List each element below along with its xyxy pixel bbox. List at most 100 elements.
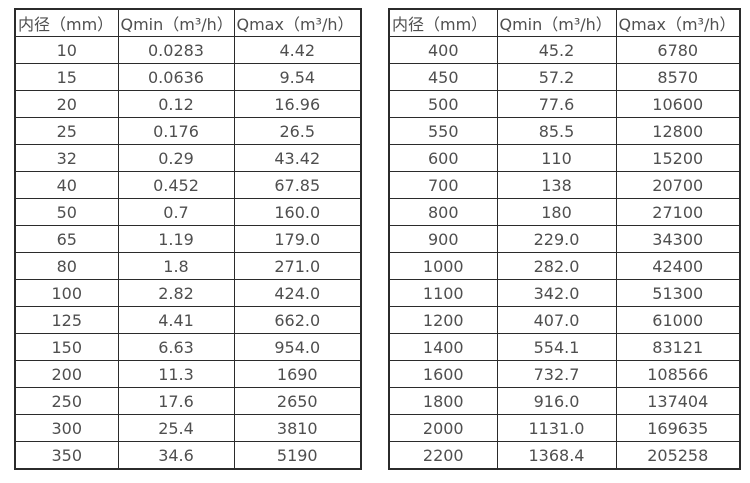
table-cell: 1000 <box>388 252 498 280</box>
table-row: 800 180 27100 <box>388 198 741 226</box>
table-row: 100 2.82 424.0 <box>14 279 362 307</box>
table-cell: 1800 <box>388 387 498 415</box>
table-cell: 2000 <box>388 414 498 442</box>
table-cell: 550 <box>388 117 498 145</box>
table-cell: 1131.0 <box>496 414 617 442</box>
table-cell: 424.0 <box>233 279 362 307</box>
table-cell: 180 <box>496 198 617 226</box>
table-cell: 8570 <box>615 63 741 91</box>
table-cell: 77.6 <box>496 90 617 118</box>
table-cell: 45.2 <box>496 36 617 64</box>
table-row: 300 25.4 3810 <box>14 414 362 442</box>
table-row: 1100 342.0 51300 <box>388 279 741 307</box>
header-row: 内径（mm） Qmin（m³/h） Qmax（m³/h） <box>14 8 362 37</box>
table-row: 125 4.41 662.0 <box>14 306 362 334</box>
column-header-inner-diameter: 内径（mm） <box>388 8 498 37</box>
table-row: 25 0.176 26.5 <box>14 117 362 145</box>
table-cell: 15200 <box>615 144 741 172</box>
table-cell: 150 <box>14 333 119 361</box>
table-row: 80 1.8 271.0 <box>14 252 362 280</box>
table-cell: 125 <box>14 306 119 334</box>
table-cell: 500 <box>388 90 498 118</box>
table-cell: 20700 <box>615 171 741 199</box>
column-header-inner-diameter: 内径（mm） <box>14 8 119 37</box>
table-cell: 250 <box>14 387 119 415</box>
table-cell: 800 <box>388 198 498 226</box>
table-row: 700 138 20700 <box>388 171 741 199</box>
table-cell: 6780 <box>615 36 741 64</box>
table-cell: 229.0 <box>496 225 617 253</box>
table-cell: 450 <box>388 63 498 91</box>
column-header-qmax: Qmax（m³/h） <box>233 8 362 37</box>
table-cell: 57.2 <box>496 63 617 91</box>
table-cell: 2200 <box>388 441 498 470</box>
table-cell: 83121 <box>615 333 741 361</box>
table-cell: 1200 <box>388 306 498 334</box>
table-cell: 2650 <box>233 387 362 415</box>
table-cell: 4.42 <box>233 36 362 64</box>
table-row: 1400 554.1 83121 <box>388 333 741 361</box>
table-row: 1800 916.0 137404 <box>388 387 741 415</box>
table-cell: 65 <box>14 225 119 253</box>
table-cell: 160.0 <box>233 198 362 226</box>
table-cell: 600 <box>388 144 498 172</box>
table-cell: 10600 <box>615 90 741 118</box>
table-cell: 9.54 <box>233 63 362 91</box>
table-cell: 11.3 <box>117 360 235 388</box>
table-row: 40 0.452 67.85 <box>14 171 362 199</box>
table-cell: 26.5 <box>233 117 362 145</box>
column-header-qmin: Qmin（m³/h） <box>117 8 235 37</box>
table-cell: 15 <box>14 63 119 91</box>
table-cell: 108566 <box>615 360 741 388</box>
table-body: 400 45.2 6780 450 57.2 8570 500 77.6 10600 550 85.… <box>388 36 741 470</box>
table-cell: 3810 <box>233 414 362 442</box>
table-cell: 0.176 <box>117 117 235 145</box>
table-cell: 0.0636 <box>117 63 235 91</box>
table-cell: 43.42 <box>233 144 362 172</box>
table-row: 1000 282.0 42400 <box>388 252 741 280</box>
table-cell: 138 <box>496 171 617 199</box>
table-cell: 1368.4 <box>496 441 617 470</box>
table-cell: 32 <box>14 144 119 172</box>
table-row: 450 57.2 8570 <box>388 63 741 91</box>
table-row: 20 0.12 16.96 <box>14 90 362 118</box>
table-cell: 300 <box>14 414 119 442</box>
table-cell: 2.82 <box>117 279 235 307</box>
table-row: 32 0.29 43.42 <box>14 144 362 172</box>
table-cell: 282.0 <box>496 252 617 280</box>
table-cell: 1400 <box>388 333 498 361</box>
table-cell: 5190 <box>233 441 362 470</box>
column-header-qmax: Qmax（m³/h） <box>615 8 741 37</box>
table-cell: 179.0 <box>233 225 362 253</box>
table-cell: 25.4 <box>117 414 235 442</box>
table-row: 150 6.63 954.0 <box>14 333 362 361</box>
flow-table-small-diameters: 内径（mm） Qmin（m³/h） Qmax（m³/h） 10 0.0283 4.4… <box>14 8 362 470</box>
table-cell: 6.63 <box>117 333 235 361</box>
table-row: 1600 732.7 108566 <box>388 360 741 388</box>
table-cell: 34300 <box>615 225 741 253</box>
table-cell: 40 <box>14 171 119 199</box>
table-cell: 916.0 <box>496 387 617 415</box>
table-cell: 954.0 <box>233 333 362 361</box>
table-row: 50 0.7 160.0 <box>14 198 362 226</box>
table-cell: 27100 <box>615 198 741 226</box>
table-row: 2200 1368.4 205258 <box>388 441 741 470</box>
table-cell: 25 <box>14 117 119 145</box>
table-cell: 17.6 <box>117 387 235 415</box>
table-cell: 10 <box>14 36 119 64</box>
table-row: 900 229.0 34300 <box>388 225 741 253</box>
table-cell: 51300 <box>615 279 741 307</box>
table-row: 250 17.6 2650 <box>14 387 362 415</box>
table-cell: 169635 <box>615 414 741 442</box>
table-cell: 700 <box>388 171 498 199</box>
table-cell: 16.96 <box>233 90 362 118</box>
table-cell: 110 <box>496 144 617 172</box>
table-cell: 0.0283 <box>117 36 235 64</box>
table-cell: 554.1 <box>496 333 617 361</box>
table-row: 350 34.6 5190 <box>14 441 362 470</box>
table-cell: 205258 <box>615 441 741 470</box>
table-cell: 407.0 <box>496 306 617 334</box>
table-cell: 67.85 <box>233 171 362 199</box>
table-cell: 350 <box>14 441 119 470</box>
table-row: 550 85.5 12800 <box>388 117 741 145</box>
